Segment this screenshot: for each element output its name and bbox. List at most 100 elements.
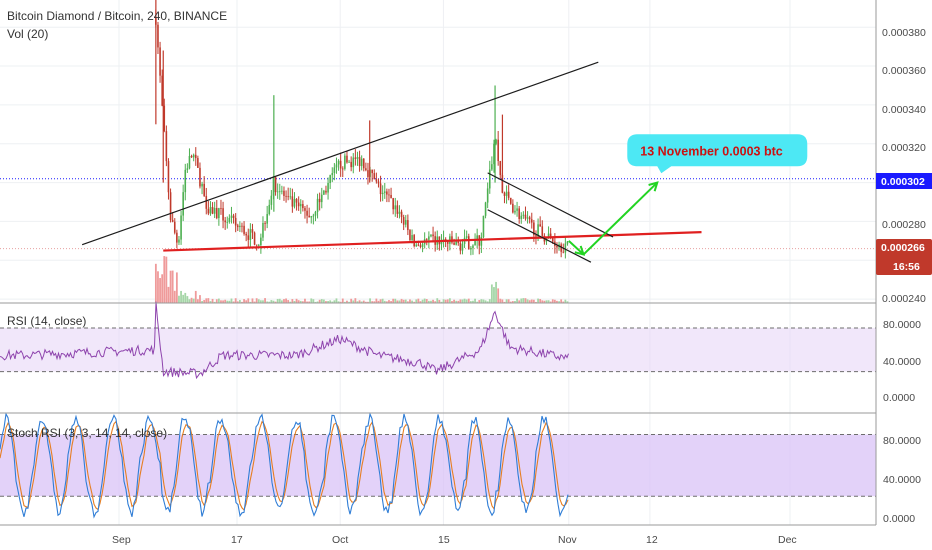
volume-bar: [463, 298, 466, 303]
candle-body: [314, 211, 317, 216]
candle-body: [297, 202, 300, 207]
price-target-callout[interactable]: 13 November 0.0003 btc: [627, 134, 808, 174]
volume-bar: [394, 298, 397, 303]
candle-body: [505, 191, 508, 196]
candle-body: [430, 234, 432, 237]
volume-bar: [493, 287, 495, 303]
stoch-rsi-series[interactable]: [0, 412, 569, 519]
volume-bar: [553, 299, 556, 303]
callout-text: 13 November 0.0003 btc: [640, 144, 782, 158]
volume-bar: [474, 298, 476, 303]
rsi-tick: 40.0000: [883, 356, 921, 368]
volume-bar: [306, 301, 308, 303]
candle-body: [188, 156, 191, 169]
candle-body: [184, 169, 187, 193]
volume-bar: [297, 300, 300, 303]
candle-body: [402, 217, 405, 225]
volume-bar: [446, 299, 449, 303]
candle-body: [367, 170, 369, 177]
volume-bar: [316, 301, 319, 303]
last-price-tag-bg: [876, 239, 932, 275]
volume-bar: [381, 298, 384, 303]
candle-body: [541, 226, 544, 236]
volume-bar: [285, 298, 287, 303]
volume-bar: [180, 290, 182, 303]
volume-bar: [333, 300, 336, 303]
volume-bar: [364, 301, 367, 303]
candle-body: [201, 183, 203, 187]
candle-body: [547, 233, 550, 239]
candle-body: [224, 220, 226, 223]
volume-bars: [154, 256, 569, 303]
candle-body: [308, 215, 310, 218]
candle-body: [524, 214, 527, 219]
volume-bar: [182, 294, 185, 303]
stoch-legend[interactable]: Stoch RSI (3, 3, 14, 14, close): [7, 426, 167, 440]
rsi-legend[interactable]: RSI (14, close): [7, 314, 86, 328]
volume-bar: [257, 299, 260, 303]
arrow-shaft: [582, 181, 658, 256]
candle-body: [470, 248, 472, 250]
channel-line: [487, 209, 592, 263]
candle-body: [564, 243, 567, 253]
callout-bubble: [627, 134, 808, 174]
volume-bar: [430, 300, 432, 303]
countdown-tag: 16:56: [893, 261, 920, 273]
stoch-tick: 0.0000: [883, 513, 915, 525]
volume-bar: [421, 299, 424, 303]
chart-title[interactable]: Bitcoin Diamond / Bitcoin, 240, BINANCE: [7, 9, 227, 23]
candle-body: [503, 192, 506, 196]
candle-body: [266, 214, 268, 224]
candle-body: [302, 204, 304, 209]
candle-body: [289, 196, 292, 198]
candle-body: [232, 215, 235, 218]
price-axis[interactable]: 0.000380 0.000360 0.000340 0.000320 0.00…: [876, 27, 932, 305]
volume-bar: [371, 301, 374, 303]
time-axis[interactable]: Sep 17 Oct 15 Nov 12 Dec: [112, 534, 797, 546]
candle-body: [514, 210, 516, 213]
volume-bar: [362, 300, 365, 303]
candle-body: [566, 241, 569, 244]
candle-body: [486, 188, 489, 203]
volume-legend[interactable]: Vol (20): [7, 27, 48, 41]
candle-body: [432, 234, 434, 237]
candle-body: [335, 164, 338, 168]
volume-bar: [346, 300, 348, 303]
candle-body: [480, 237, 483, 246]
candle-body: [239, 225, 241, 228]
volume-bar: [337, 301, 340, 303]
volume-bar: [169, 270, 172, 303]
candlestick-series[interactable]: [155, 0, 569, 259]
candle-body: [274, 176, 277, 193]
candle-body: [163, 105, 166, 132]
rsi-series[interactable]: [0, 301, 569, 380]
volume-bar: [388, 300, 390, 303]
chart-drawings[interactable]: [81, 61, 702, 263]
volume-bar: [245, 300, 248, 303]
trend-line: [81, 61, 599, 246]
candle-body: [203, 183, 205, 196]
volume-bar: [178, 295, 180, 303]
candle-body: [194, 154, 197, 159]
candle-body: [522, 214, 525, 216]
candle-body: [173, 221, 176, 233]
candle-body: [518, 208, 520, 219]
rsi-axis[interactable]: 80.0000 40.0000 0.0000: [883, 319, 921, 404]
candle-body: [512, 203, 514, 213]
candle-body: [180, 215, 182, 240]
volume-bar: [558, 301, 560, 303]
volume-bar: [518, 300, 521, 303]
stoch-axis[interactable]: 80.0000 40.0000 0.0000: [883, 435, 921, 525]
volume-bar: [444, 299, 447, 303]
candle-body: [270, 195, 273, 205]
candle-body: [530, 219, 533, 223]
candle-body: [484, 202, 487, 216]
candle-body: [161, 75, 163, 106]
candle-body: [482, 215, 485, 238]
volume-bar: [343, 301, 346, 303]
volume-bar: [188, 299, 191, 303]
volume-bar: [390, 301, 392, 303]
volume-bar: [547, 300, 550, 303]
candle-body: [415, 244, 418, 247]
